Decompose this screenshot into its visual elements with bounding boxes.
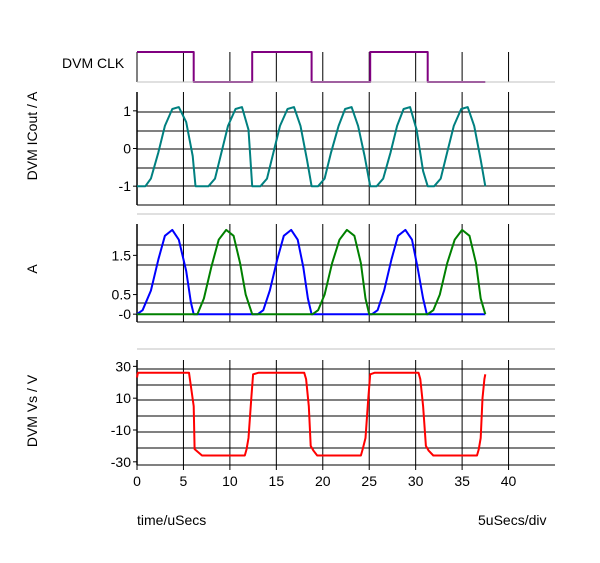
x-tick-label-7: 35 xyxy=(454,473,470,489)
panel-4-ylabel: DVM Vs / V xyxy=(24,374,40,447)
panel-2-series-1-line xyxy=(137,106,487,188)
panel-4-ytick-label-2: -10 xyxy=(111,422,131,438)
panel-4-ytick-label-1: 10 xyxy=(115,390,131,406)
x-scale-note: 5uSecs/div xyxy=(478,512,547,528)
panel-1-series-1-line xyxy=(137,51,486,83)
panel-4-ytick-label-0: 30 xyxy=(115,358,131,374)
panel-4-series-1-line xyxy=(136,371,487,457)
x-tick-label-4: 20 xyxy=(315,473,331,489)
x-tick-label-1: 5 xyxy=(180,473,188,489)
x-tick-label-3: 15 xyxy=(269,473,285,489)
panel-2-ytick-label-2: -1 xyxy=(119,178,132,194)
panel-1-ylabel: DVM CLK xyxy=(62,55,125,71)
panel-4-ytick-label-3: -30 xyxy=(111,454,131,470)
panel-3-ylabel: A xyxy=(24,264,40,274)
panel-3-ytick-label-2: -0 xyxy=(119,306,132,322)
x-tick-label-5: 25 xyxy=(361,473,377,489)
x-tick-label-0: 0 xyxy=(133,473,141,489)
panel-2-ylabel: DVM ICout / A xyxy=(24,91,40,180)
panel-2-ytick-label-1: 0 xyxy=(123,141,131,157)
panel-3-ytick-label-1: 0.5 xyxy=(112,287,132,303)
x-tick-label-6: 30 xyxy=(408,473,424,489)
panel-3-series-1-line xyxy=(136,228,486,316)
panel-2-ytick-label-0: 1 xyxy=(123,103,131,119)
x-tick-label-2: 10 xyxy=(222,473,238,489)
x-tick-label-8: 40 xyxy=(501,473,517,489)
panel-3-series-2-line xyxy=(137,228,487,316)
x-axis-title: time/uSecs xyxy=(137,512,207,528)
panel-3-ytick-label-0: 1.5 xyxy=(112,247,132,263)
